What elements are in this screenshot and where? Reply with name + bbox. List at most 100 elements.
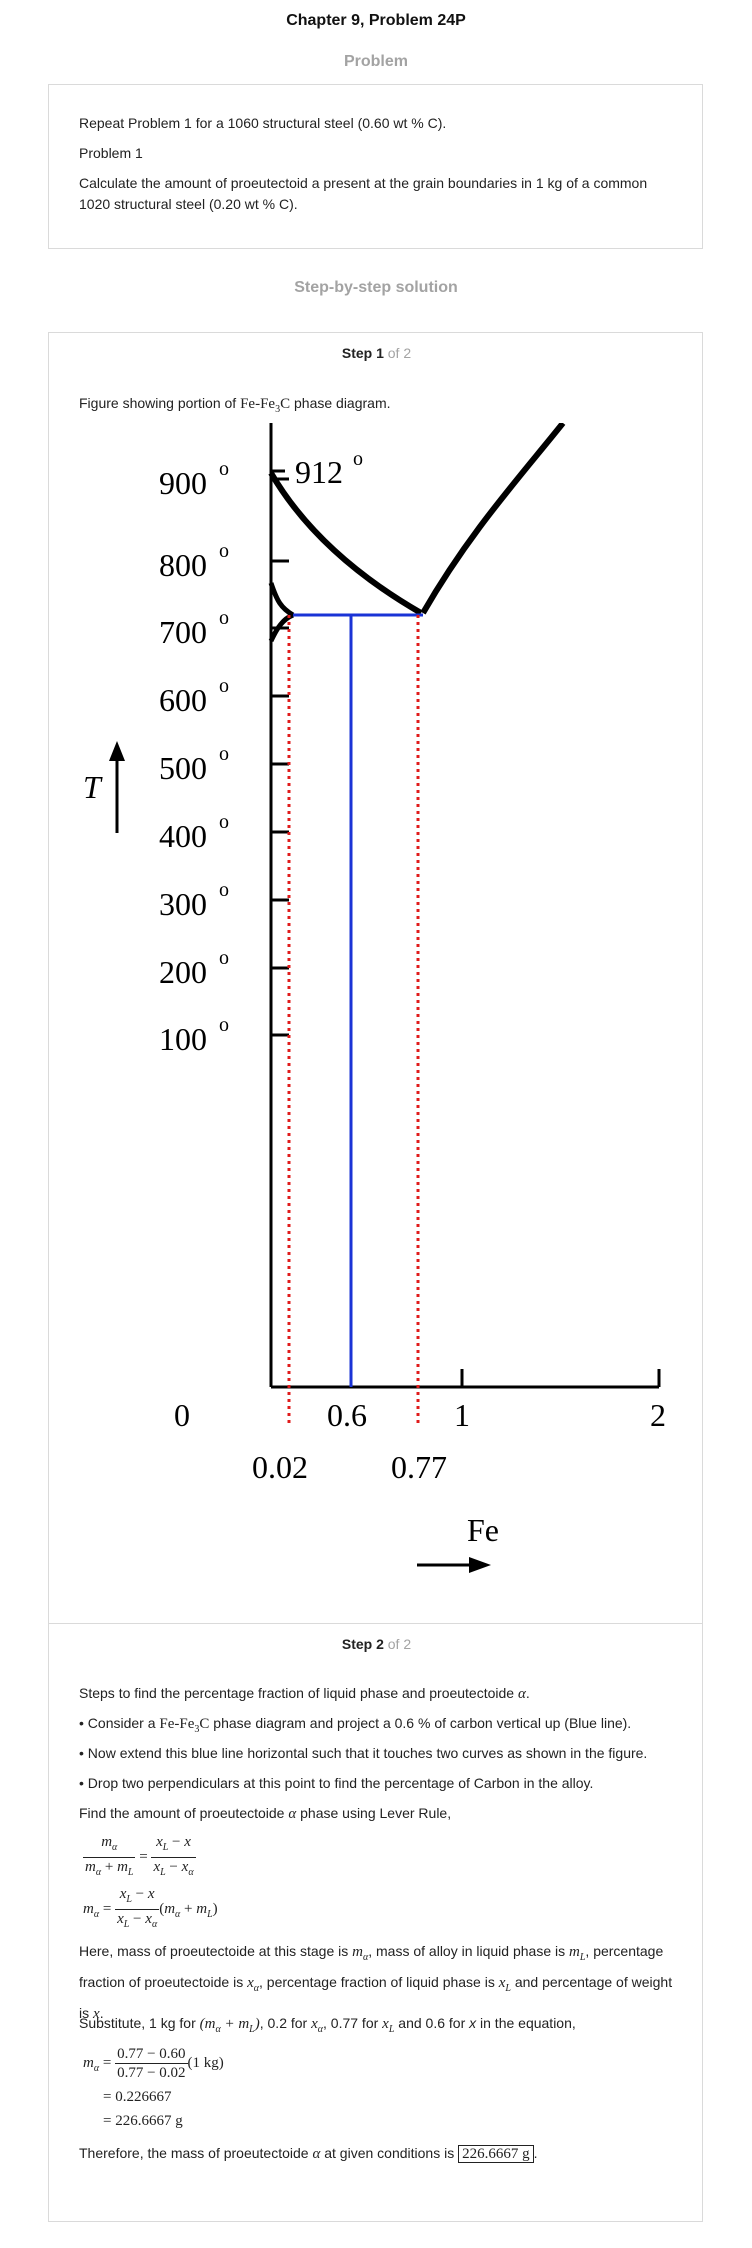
step-2-number: Step 2 bbox=[341, 1636, 384, 1652]
calc-line-1: mα = 0.77 − 0.60 0.77 − 0.02 (1 kg) bbox=[83, 2046, 224, 2081]
sub-text-1: Substitute, 1 kg for bbox=[79, 2015, 196, 2031]
y-tick-label: 800 bbox=[159, 547, 207, 583]
page-title: Chapter 9, Problem 24P bbox=[286, 12, 466, 29]
sub-text-3: , 0.77 for bbox=[323, 2015, 379, 2031]
here-text-2: , mass of alloy in liquid phase is bbox=[368, 1943, 566, 1959]
variable-definitions: Here, mass of proeutectoide at this stag… bbox=[79, 1943, 673, 2022]
final-answer-text: Therefore, the mass of proeutectoide α a… bbox=[79, 2145, 538, 2163]
bullet-1-pre: • Consider a bbox=[79, 1715, 156, 1731]
sub-text-4: and 0.6 for bbox=[398, 2015, 466, 2031]
sub-text-2: , 0.2 for bbox=[259, 2015, 308, 2031]
problem-reference: Problem 1 bbox=[79, 145, 143, 161]
acm-curve bbox=[420, 423, 566, 615]
x-tick-label: 0.6 bbox=[327, 1397, 367, 1433]
fe-arrow-head bbox=[469, 1557, 491, 1573]
x-tick-label: 2 bbox=[650, 1397, 666, 1433]
y-tick-label: 900 bbox=[159, 465, 207, 501]
solution-heading: Step-by-step solution bbox=[294, 279, 458, 296]
bullet-1-formula: Fe-Fe3C bbox=[159, 1716, 210, 1735]
t-axis-label: T bbox=[83, 769, 103, 805]
problem-card: Repeat Problem 1 for a 1060 structural s… bbox=[48, 84, 703, 249]
solution-card: Step 1 of 2 Figure showing portion of Fe… bbox=[48, 332, 703, 2222]
var-m-alpha: mα bbox=[352, 1944, 369, 1963]
here-text-6: percentage of weight is bbox=[79, 1974, 673, 2021]
peak-degree: o bbox=[353, 448, 363, 470]
calc-denominator: 0.77 − 0.02 bbox=[117, 2065, 186, 2081]
sub-x-alpha: xα bbox=[311, 2016, 324, 2035]
var-x-alpha: xα bbox=[247, 1975, 260, 1994]
calc-line-2: = 0.226667 bbox=[103, 2089, 172, 2105]
phase-diagram: 900 800 700 600 500 400 300 200 100 o o … bbox=[83, 423, 666, 1573]
x-mark-label: 0.02 bbox=[252, 1449, 308, 1485]
degree-mark: o bbox=[219, 607, 229, 629]
final-answer-box: 226.6667 g bbox=[458, 2145, 534, 2163]
problem-reference-text: Calculate the amount of proeutectoid a p… bbox=[79, 175, 648, 212]
caption-formula: Fe-Fe3C bbox=[240, 396, 291, 415]
calc-mass: (1 kg) bbox=[187, 2054, 224, 2071]
var-m-l: mL bbox=[569, 1944, 586, 1963]
lever-equation-1: mα mα + mL = xL − x xL − xα bbox=[83, 1834, 196, 1878]
lever-equation-2: mα = xL − x xL − xα (mα + mL) bbox=[83, 1886, 218, 1930]
var-x-l: xL bbox=[498, 1975, 511, 1994]
degree-mark: o bbox=[219, 743, 229, 765]
step-divider bbox=[49, 1623, 702, 1624]
y-tick-label: 300 bbox=[159, 886, 207, 922]
x-axis-label: Fe bbox=[467, 1512, 499, 1548]
calc-line-3: = 226.6667 g bbox=[103, 2113, 183, 2129]
y-tick-marks bbox=[271, 477, 289, 1037]
y-tick-label: 100 bbox=[159, 1021, 207, 1057]
sub-x-l: xL bbox=[382, 2016, 395, 2035]
figure-caption: Figure showing portion of Fe-Fe3C phase … bbox=[79, 393, 674, 420]
step-2-intro: Steps to find the percentage fraction of… bbox=[79, 1685, 530, 1702]
degree-mark: o bbox=[219, 675, 229, 697]
alpha-symbol: α bbox=[312, 2146, 321, 2162]
caption-post: phase diagram. bbox=[294, 395, 391, 411]
step-1-number: Step 1 bbox=[341, 345, 384, 361]
problem-heading: Problem bbox=[343, 53, 408, 70]
bullet-3: • Drop two perpendiculars at this point … bbox=[79, 1775, 594, 1791]
t-arrow-head bbox=[109, 741, 125, 761]
here-text-4: , percentage fraction of liquid phase is bbox=[259, 1974, 495, 1990]
alpha-symbol: α bbox=[517, 1686, 526, 1702]
final-mid: at given conditions is bbox=[324, 2145, 455, 2161]
bullet-2: • Now extend this blue line horizontal s… bbox=[79, 1745, 648, 1761]
step-2-label: Step 2 of 2 bbox=[49, 1636, 704, 1652]
lever-post: phase using Lever Rule, bbox=[300, 1805, 452, 1821]
lever-pre: Find the amount of proeutectoide bbox=[79, 1805, 285, 1821]
alpha-upper-curve bbox=[268, 582, 295, 618]
var-x: x bbox=[93, 2006, 100, 2022]
degree-mark: o bbox=[219, 811, 229, 833]
step-2-of: of 2 bbox=[387, 1636, 412, 1652]
step-1-label: Step 1 of 2 bbox=[49, 345, 704, 361]
gamma-boundary-curve bbox=[268, 471, 423, 616]
alpha-symbol: α bbox=[288, 1806, 297, 1822]
caption-pre: Figure showing portion of bbox=[79, 395, 237, 411]
alpha-lower-curve bbox=[268, 612, 295, 643]
peak-label: 912 bbox=[295, 454, 343, 490]
here-text-5: and bbox=[514, 1974, 539, 1990]
y-tick-label: 200 bbox=[159, 954, 207, 990]
here-text-3: percentage fraction of proeutectoide is bbox=[79, 1943, 664, 1990]
x-tick-label: 1 bbox=[454, 1397, 470, 1433]
y-tick-label: 500 bbox=[159, 750, 207, 786]
problem-text: Repeat Problem 1 for a 1060 structural s… bbox=[79, 115, 447, 131]
y-tick-label: 700 bbox=[159, 614, 207, 650]
sub-text-5: in the equation, bbox=[480, 2015, 576, 2031]
final-pre: Therefore, the mass of proeutectoide bbox=[79, 2145, 309, 2161]
degree-mark: o bbox=[219, 540, 229, 562]
y-tick-label: 600 bbox=[159, 682, 207, 718]
intro-text: Steps to find the percentage fraction of… bbox=[79, 1685, 515, 1701]
degree-mark: o bbox=[219, 879, 229, 901]
sub-mass-sum: (mα + mL) bbox=[199, 2016, 260, 2035]
x-mark-label: 0.77 bbox=[391, 1449, 447, 1485]
degree-mark: o bbox=[219, 947, 229, 969]
degree-mark: o bbox=[219, 458, 229, 480]
step-1-of: of 2 bbox=[387, 345, 412, 361]
bullet-1-post: phase diagram and project a 0.6 % of car… bbox=[213, 1715, 632, 1731]
bullet-1: • Consider a Fe-Fe3C phase diagram and p… bbox=[79, 1713, 674, 1740]
x-origin-label: 0 bbox=[174, 1397, 190, 1433]
y-tick-label: 400 bbox=[159, 818, 207, 854]
substitution-text: Substitute, 1 kg for (mα + mL), 0.2 for … bbox=[79, 2015, 576, 2035]
lever-rule-text: Find the amount of proeutectoide α phase… bbox=[79, 1803, 674, 1825]
here-text-1: Here, mass of proeutectoide at this stag… bbox=[79, 1943, 349, 1959]
